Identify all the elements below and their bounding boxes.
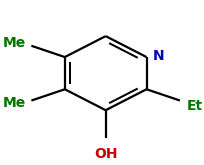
Text: Me: Me — [3, 96, 26, 110]
Text: Me: Me — [3, 36, 26, 50]
Text: Et: Et — [185, 99, 202, 113]
Text: N: N — [152, 49, 164, 63]
Text: OH: OH — [93, 147, 117, 161]
